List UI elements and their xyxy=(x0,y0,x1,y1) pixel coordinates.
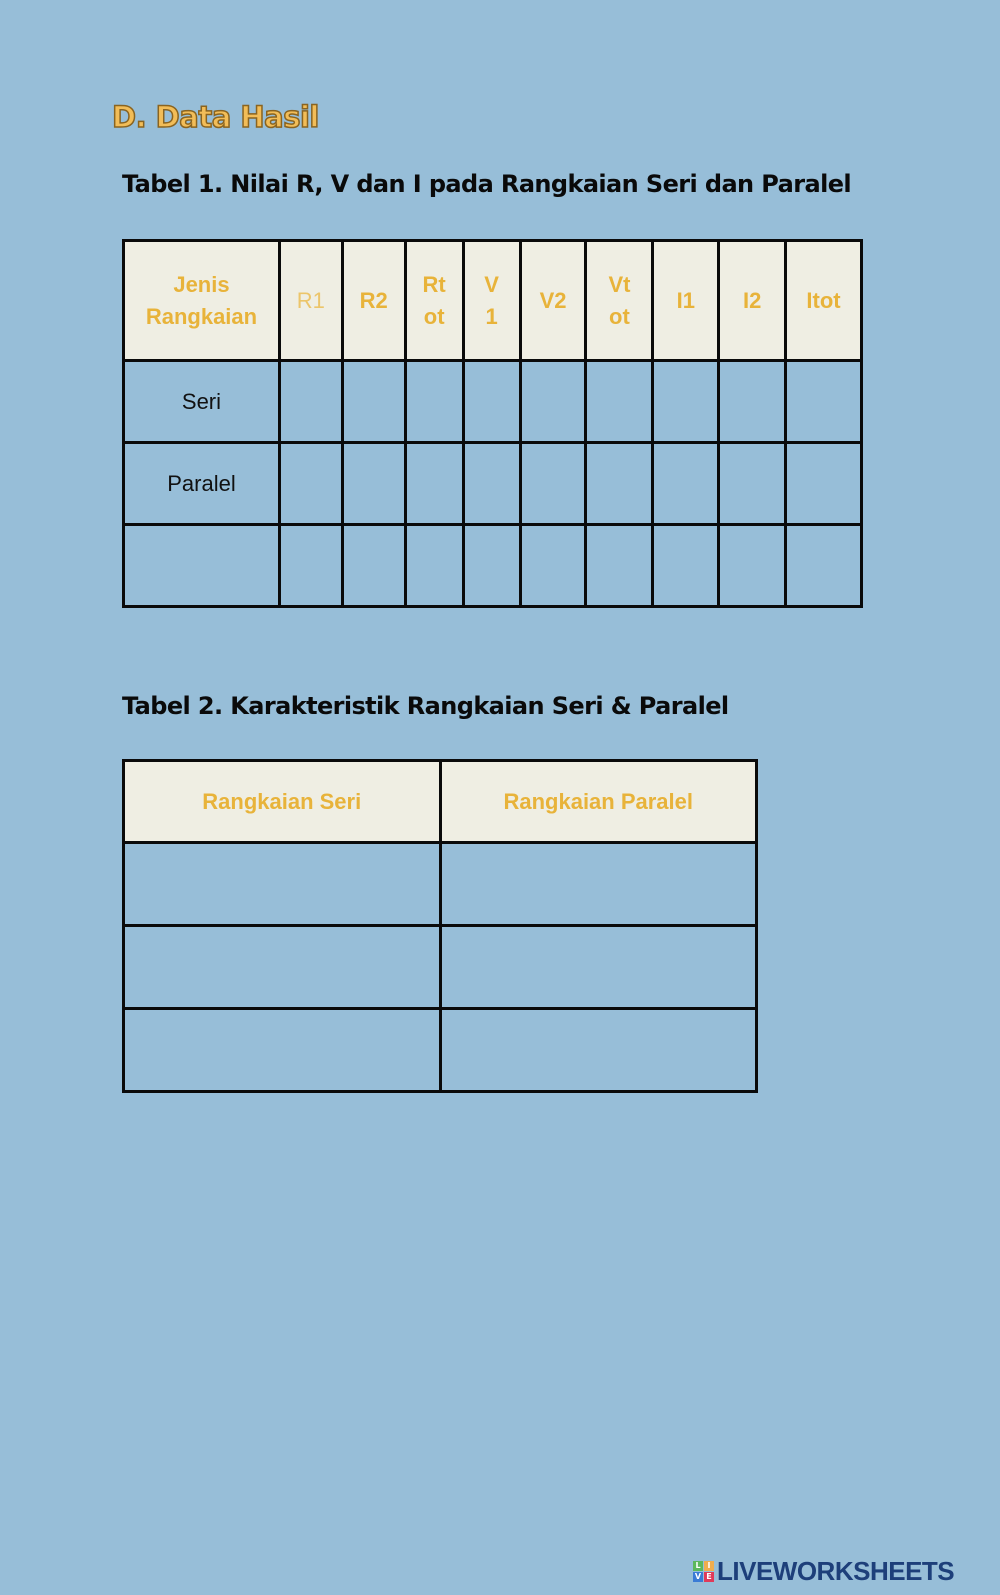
table-row-empty xyxy=(122,523,863,608)
input-cell[interactable] xyxy=(277,441,344,526)
header-v2: V2 xyxy=(518,239,588,362)
input-cell[interactable] xyxy=(403,359,465,444)
header-rangkaian-paralel: Rangkaian Paralel xyxy=(438,759,758,844)
input-cell[interactable] xyxy=(651,441,721,526)
input-cell[interactable] xyxy=(122,924,442,1010)
header-vtot: Vt ot xyxy=(584,239,655,362)
input-cell[interactable] xyxy=(717,523,788,608)
row-label-seri: Seri xyxy=(122,359,281,444)
logo-block: E xyxy=(704,1572,714,1582)
header-jenis-rangkaian: Jenis Rangkaian xyxy=(122,239,281,362)
input-cell[interactable] xyxy=(277,523,344,608)
input-cell[interactable] xyxy=(122,523,281,608)
header-rangkaian-seri: Rangkaian Seri xyxy=(122,759,442,844)
input-cell[interactable] xyxy=(277,359,344,444)
table-characteristics: Rangkaian Seri Rangkaian Paralel xyxy=(122,759,758,1093)
input-cell[interactable] xyxy=(518,359,588,444)
input-cell[interactable] xyxy=(717,359,788,444)
input-cell[interactable] xyxy=(340,441,407,526)
table-row-seri: Seri xyxy=(122,359,863,444)
input-cell[interactable] xyxy=(784,359,863,444)
input-cell[interactable] xyxy=(340,359,407,444)
section-title: D. Data Hasil xyxy=(111,99,320,135)
input-cell[interactable] xyxy=(122,841,442,927)
input-cell[interactable] xyxy=(461,441,522,526)
table-header-row: Rangkaian Seri Rangkaian Paralel xyxy=(122,759,758,844)
input-cell[interactable] xyxy=(340,523,407,608)
liveworksheets-logo: L I V E LIVEWORKSHEETS xyxy=(693,1556,955,1587)
input-cell[interactable] xyxy=(518,523,588,608)
input-cell[interactable] xyxy=(122,1007,442,1093)
input-cell[interactable] xyxy=(438,1007,758,1093)
header-v1: V 1 xyxy=(461,239,522,362)
input-cell[interactable] xyxy=(438,841,758,927)
table-header-row: Jenis Rangkaian R1 R2 Rt ot V 1 V2 Vt ot… xyxy=(122,239,863,362)
input-cell[interactable] xyxy=(717,441,788,526)
input-cell[interactable] xyxy=(584,441,655,526)
logo-text: LIVEWORKSHEETS xyxy=(717,1556,955,1586)
table-row xyxy=(122,1007,758,1093)
header-rtot: Rt ot xyxy=(403,239,465,362)
input-cell[interactable] xyxy=(784,523,863,608)
input-cell[interactable] xyxy=(461,523,522,608)
input-cell[interactable] xyxy=(584,359,655,444)
input-cell[interactable] xyxy=(584,523,655,608)
header-r2: R2 xyxy=(340,239,407,362)
logo-block: V xyxy=(693,1572,703,1582)
logo-block: I xyxy=(704,1561,714,1571)
header-i1: I1 xyxy=(651,239,721,362)
table-row xyxy=(122,924,758,1010)
table-row-paralel: Paralel xyxy=(122,441,863,526)
input-cell[interactable] xyxy=(651,359,721,444)
table-resistance-voltage-current: Jenis Rangkaian R1 R2 Rt ot V 1 V2 Vt ot… xyxy=(122,239,863,608)
input-cell[interactable] xyxy=(461,359,522,444)
input-cell[interactable] xyxy=(518,441,588,526)
table-row xyxy=(122,841,758,927)
header-r1: R1 xyxy=(277,239,344,362)
input-cell[interactable] xyxy=(403,441,465,526)
table2-caption: Tabel 2. Karakteristik Rangkaian Seri & … xyxy=(122,692,729,720)
header-itot: Itot xyxy=(784,239,863,362)
input-cell[interactable] xyxy=(438,924,758,1010)
header-i2: I2 xyxy=(717,239,788,362)
logo-block: L xyxy=(693,1561,703,1571)
input-cell[interactable] xyxy=(784,441,863,526)
input-cell[interactable] xyxy=(651,523,721,608)
input-cell[interactable] xyxy=(403,523,465,608)
table1-caption: Tabel 1. Nilai R, V dan I pada Rangkaian… xyxy=(122,170,852,198)
live-blocks-icon: L I V E xyxy=(693,1561,714,1582)
row-label-paralel: Paralel xyxy=(122,441,281,526)
